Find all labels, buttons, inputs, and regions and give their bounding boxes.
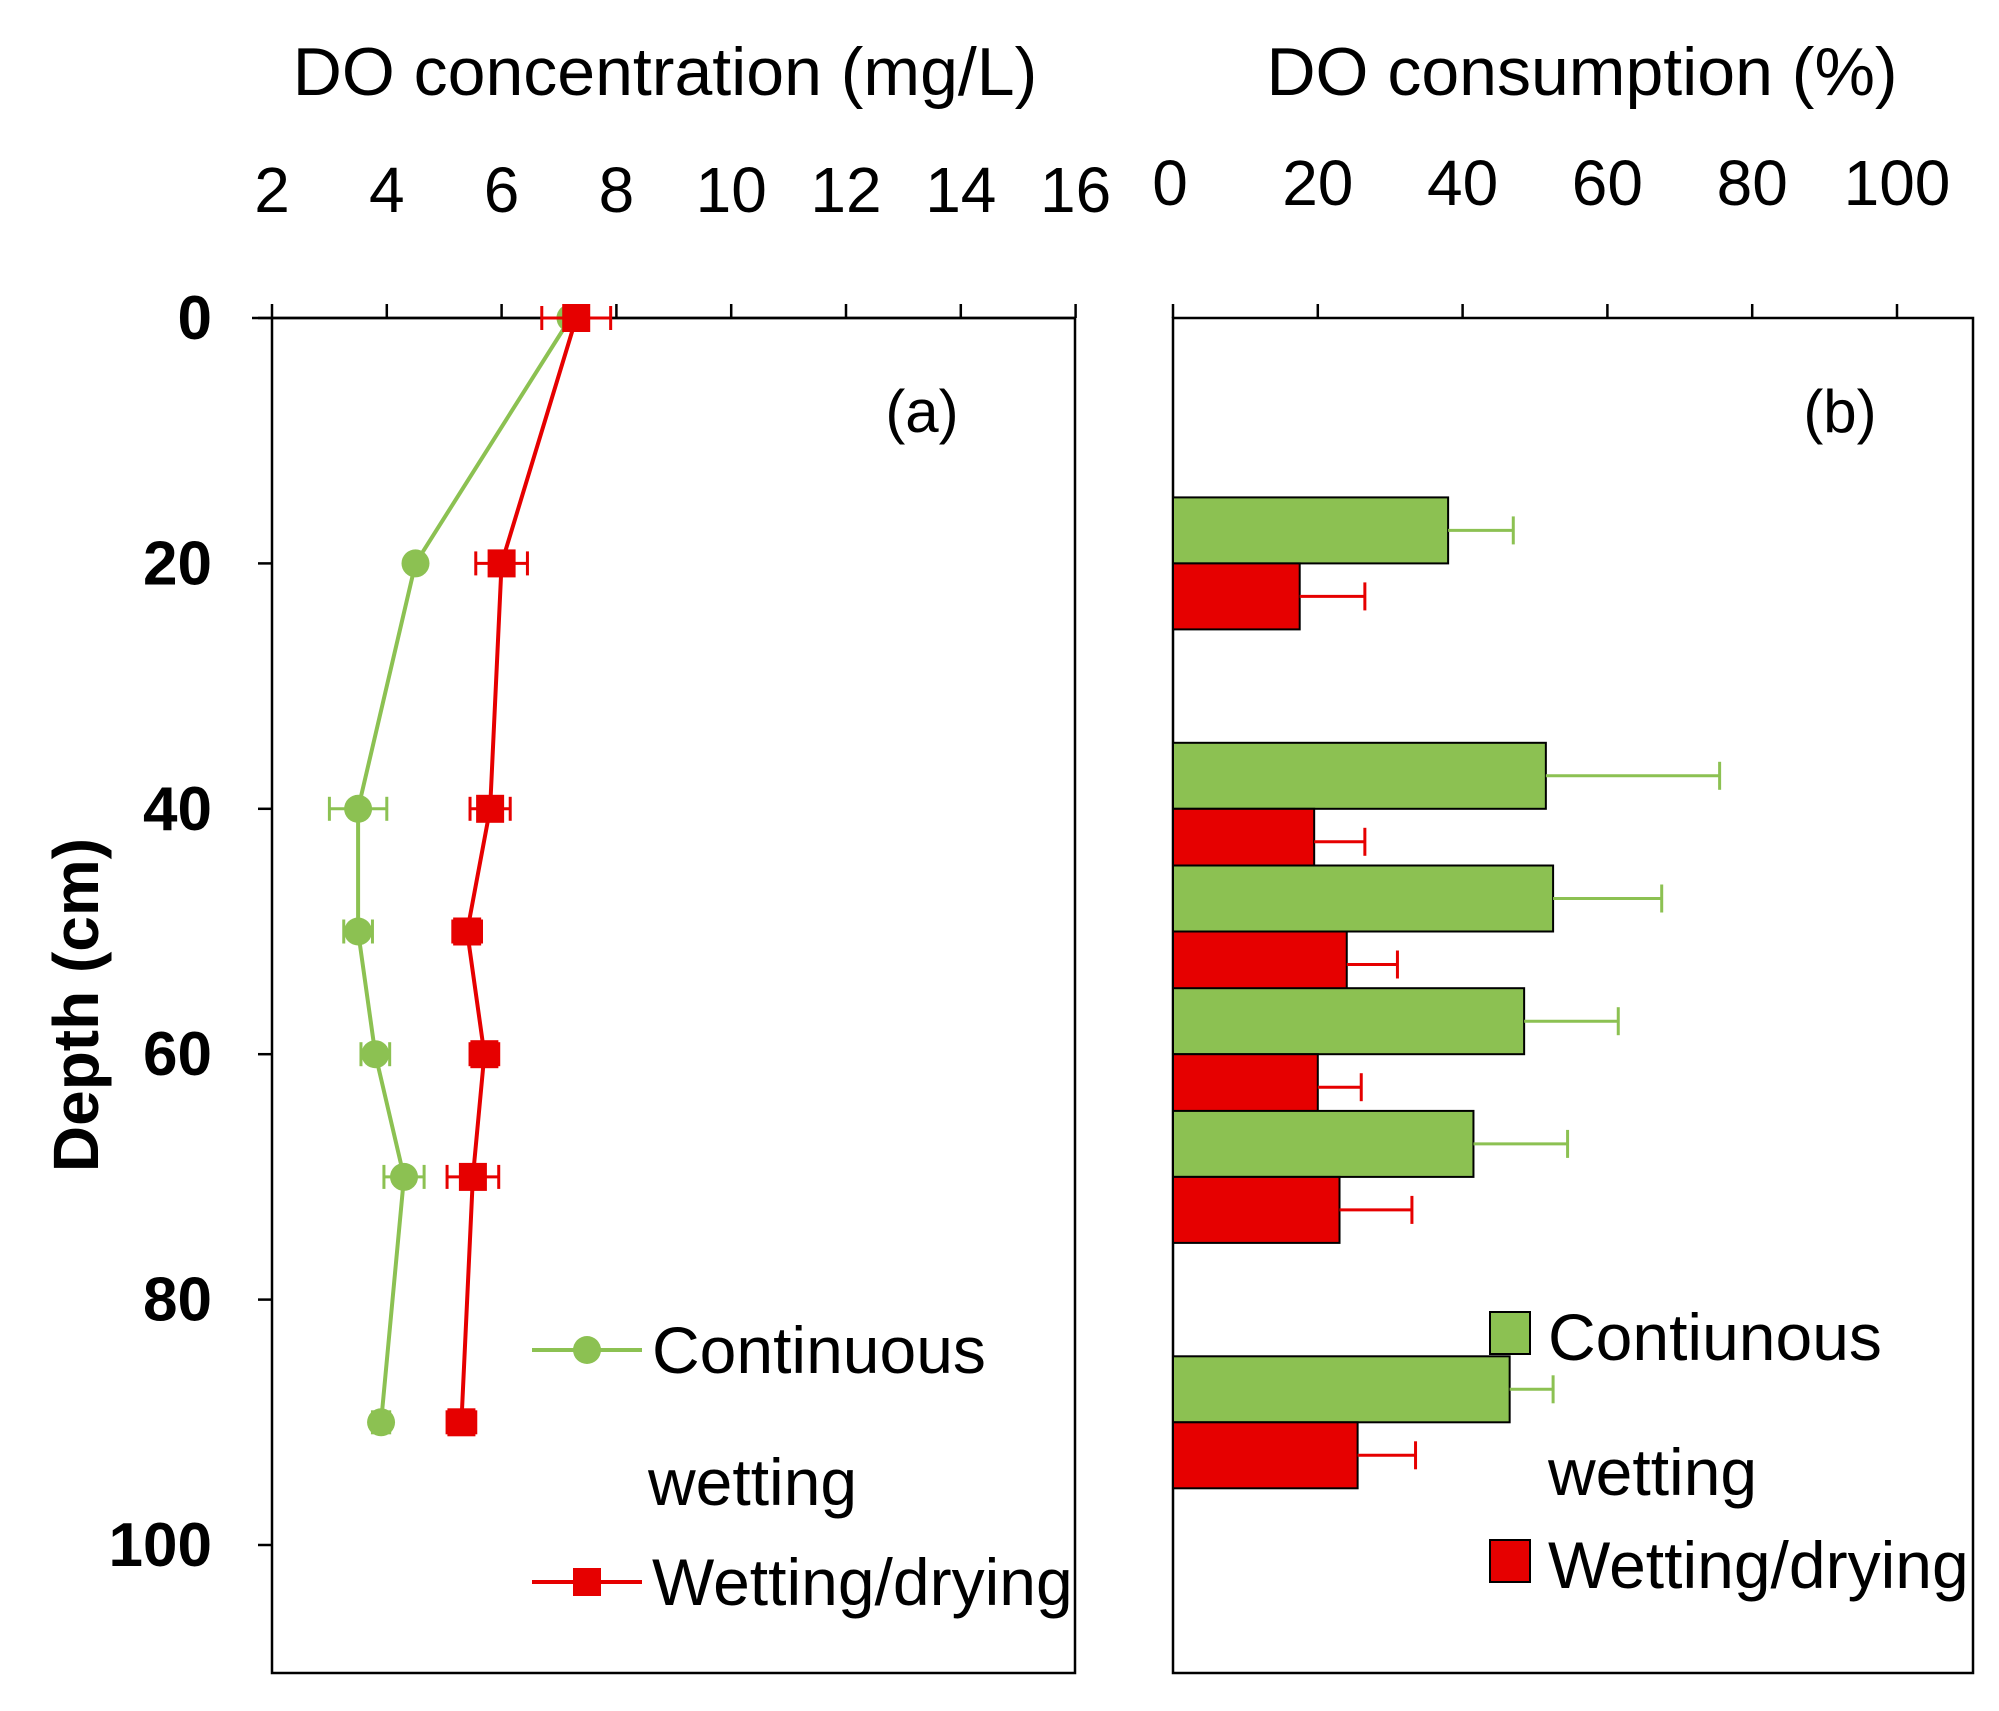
panel-a-series bbox=[327, 304, 613, 1437]
panel-b-x-tick-label: 40 bbox=[1427, 147, 1498, 219]
panel-a-axes: 2 4 6 8 10 12 14 16 0 20 40 60 80 100 bbox=[109, 154, 1112, 1580]
bar bbox=[1172, 1109, 1475, 1178]
panel-b-x-tick-label: 80 bbox=[1717, 147, 1788, 219]
bar-group-continuous bbox=[1172, 864, 1664, 933]
panel-b-legend: Contiunous wetting Wetting/drying bbox=[1489, 1300, 1969, 1602]
bar bbox=[1172, 496, 1450, 565]
bar-group-wetting-drying bbox=[1172, 930, 1399, 999]
data-point bbox=[344, 917, 373, 946]
data-point bbox=[453, 917, 482, 946]
panel-a-x-tick-label: 14 bbox=[925, 154, 996, 226]
panel-a-x-tick-label: 6 bbox=[484, 154, 520, 226]
legend-swatch-wetting-drying bbox=[1489, 1539, 1531, 1583]
y-tick-label: 40 bbox=[143, 775, 212, 844]
series-line bbox=[356, 316, 573, 1423]
panel-b-x-tick-label: 0 bbox=[1152, 147, 1188, 219]
bar-group-continuous bbox=[1172, 1355, 1555, 1424]
y-tick-label: 20 bbox=[143, 529, 212, 598]
bar bbox=[1172, 1355, 1511, 1424]
series-line bbox=[459, 317, 579, 1423]
y-tick-label: 80 bbox=[143, 1266, 212, 1335]
y-tick-label: 60 bbox=[143, 1020, 212, 1089]
bar bbox=[1172, 930, 1348, 999]
bar-group-wetting-drying bbox=[1172, 807, 1367, 876]
panel-b-bars bbox=[1172, 496, 1722, 1490]
bar bbox=[1172, 807, 1316, 876]
legend-label-continuous-line2: wetting bbox=[1547, 1435, 1757, 1509]
bar-group-wetting-drying bbox=[1172, 1053, 1363, 1122]
y-axis-label: Depth (cm) bbox=[40, 838, 112, 1172]
legend-swatch-continuous bbox=[1489, 1311, 1531, 1355]
data-point bbox=[447, 1408, 476, 1437]
bar bbox=[1172, 1421, 1359, 1490]
bar-group-wetting-drying bbox=[1172, 1175, 1414, 1244]
data-point bbox=[458, 1162, 487, 1191]
bar bbox=[1172, 864, 1555, 933]
panel-a-title: DO concentration (mg/L) bbox=[293, 34, 1038, 110]
series-continuous-wetting bbox=[327, 304, 585, 1437]
panel-a-x-tick-label: 4 bbox=[369, 154, 405, 226]
data-point bbox=[390, 1162, 419, 1191]
legend-label-continuous-line2: wetting bbox=[647, 1445, 857, 1519]
bar bbox=[1172, 1175, 1341, 1244]
panel-a-x-tick-label: 12 bbox=[810, 154, 881, 226]
bar-group-continuous bbox=[1172, 496, 1515, 565]
bar bbox=[1172, 987, 1526, 1056]
bar-group-continuous bbox=[1172, 987, 1620, 1056]
data-point bbox=[562, 304, 591, 332]
panel-a-legend: Continuous wetting Wetting/drying bbox=[532, 1313, 1073, 1619]
data-point bbox=[476, 794, 505, 823]
panel-b-title: DO consumption (%) bbox=[1266, 34, 1897, 110]
y-tick-label: 100 bbox=[109, 1511, 212, 1580]
panel-a-x-tick-label: 2 bbox=[254, 154, 290, 226]
bar-group-wetting-drying bbox=[1172, 1421, 1418, 1490]
panel-a-label: (a) bbox=[885, 378, 958, 445]
panel-a-x-tick-label: 10 bbox=[696, 154, 767, 226]
bar-group-continuous bbox=[1172, 741, 1722, 810]
panel-b-x-tick-label: 20 bbox=[1282, 147, 1353, 219]
data-point bbox=[367, 1408, 396, 1437]
data-point bbox=[401, 549, 430, 578]
data-point bbox=[344, 794, 373, 823]
legend-marker-wetting-drying bbox=[573, 1568, 601, 1596]
panel-b-label: (b) bbox=[1803, 378, 1876, 445]
legend-label-wetting-drying: Wetting/drying bbox=[1548, 1528, 1969, 1602]
bar bbox=[1172, 1053, 1319, 1122]
data-point bbox=[487, 549, 516, 578]
bar-group-wetting-drying bbox=[1172, 562, 1367, 631]
legend-marker-continuous bbox=[573, 1336, 601, 1364]
series-wetting-drying bbox=[445, 304, 613, 1437]
panel-b-axes: 0 20 40 60 80 100 bbox=[1152, 147, 1950, 318]
bar-group-continuous bbox=[1172, 1109, 1570, 1178]
bar bbox=[1172, 562, 1301, 631]
panel-a-x-tick-label: 8 bbox=[599, 154, 635, 226]
panel-b-x-tick-label: 100 bbox=[1844, 147, 1951, 219]
bar bbox=[1172, 741, 1547, 810]
panel-b-x-tick-label: 60 bbox=[1572, 147, 1643, 219]
legend-label-wetting-drying: Wetting/drying bbox=[652, 1545, 1073, 1619]
data-point bbox=[361, 1040, 390, 1069]
y-tick-label: 0 bbox=[178, 284, 212, 353]
legend-label-continuous: Continuous bbox=[652, 1313, 986, 1387]
panel-a-x-tick-label: 16 bbox=[1040, 154, 1111, 226]
data-point bbox=[470, 1040, 499, 1069]
legend-label-continuous: Contiunous bbox=[1548, 1300, 1882, 1374]
